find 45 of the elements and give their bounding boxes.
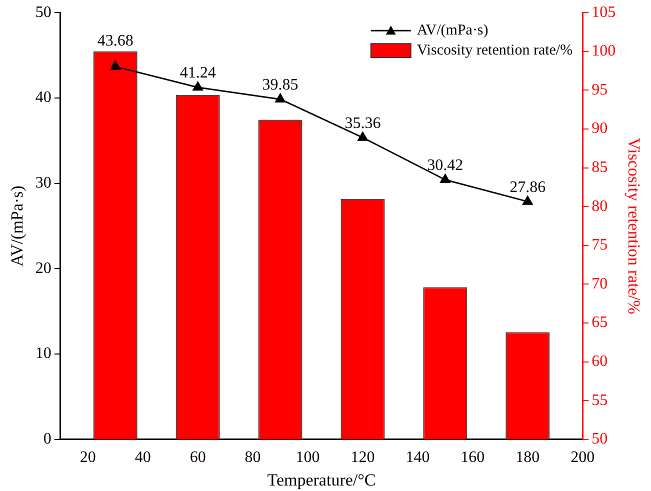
x-tick-label: 200 <box>570 449 595 466</box>
data-label: 27.86 <box>510 178 546 196</box>
x-tick-label: 80 <box>244 449 261 466</box>
y2-tick-label: 90 <box>592 120 608 138</box>
y2-tick-label: 55 <box>592 392 608 409</box>
x-tick-label: 160 <box>460 449 485 466</box>
data-label: 30.42 <box>427 156 464 174</box>
x-tick-label: 20 <box>80 449 96 466</box>
y2-tick-label: 105 <box>592 4 616 21</box>
x-tick-label: 120 <box>350 449 375 466</box>
y-axis-title: AV/(mPa·s) <box>8 186 27 266</box>
x-tick-label: 100 <box>296 449 320 466</box>
y2-axis-title: Viscosity retention rate/% <box>624 138 644 314</box>
y2-tick-label: 80 <box>592 198 608 215</box>
point <box>522 196 533 205</box>
data-label: 43.68 <box>97 32 134 50</box>
point <box>358 132 368 141</box>
y-tick-label: 10 <box>35 345 52 362</box>
data-label: 41.24 <box>180 64 216 82</box>
y-tick-label: 30 <box>35 174 52 192</box>
data-label: 35.36 <box>344 114 381 132</box>
y-tick-label: 20 <box>35 260 52 277</box>
data-label: 39.85 <box>262 76 298 94</box>
y2-tick-label: 50 <box>592 430 608 448</box>
legend-label: Viscosity retention rate/% <box>416 42 573 59</box>
y-tick-label: 40 <box>35 89 52 106</box>
point <box>440 174 450 183</box>
y2-tick-label: 60 <box>592 353 608 370</box>
x-tick-label: 60 <box>190 449 206 466</box>
y2-tick-label: 75 <box>592 236 608 254</box>
point <box>110 60 120 70</box>
y-tick-label: 50 <box>35 4 52 21</box>
y2-tick-label: 65 <box>592 314 608 332</box>
x-tick-label: 180 <box>516 449 540 466</box>
legend-label: AV/(mPa·s) <box>416 22 488 39</box>
y2-tick-label: 100 <box>592 42 616 60</box>
point <box>192 82 203 91</box>
x-tick-label: 140 <box>406 449 430 466</box>
y2-tick-label: 85 <box>592 159 608 176</box>
x-tick-label: 40 <box>134 449 151 466</box>
point <box>275 93 286 102</box>
y2-tick-label: 70 <box>592 275 608 292</box>
x-axis-title: Temperature/°C <box>267 470 376 490</box>
y-tick-label: 0 <box>43 430 52 448</box>
y2-tick-label: 95 <box>592 81 608 98</box>
